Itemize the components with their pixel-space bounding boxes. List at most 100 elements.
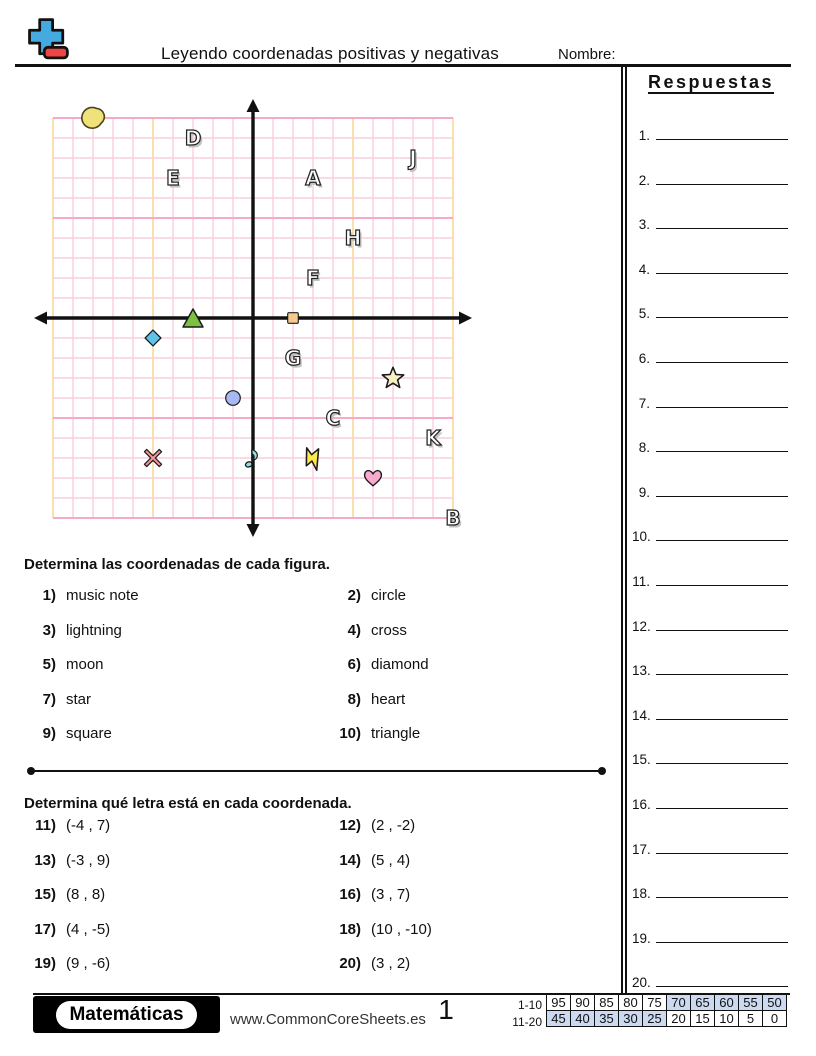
question-label: (4 , -5) xyxy=(66,920,111,938)
question-number: 3) xyxy=(42,621,56,639)
question-number: 6) xyxy=(347,656,361,674)
question-number: 17) xyxy=(34,920,56,938)
score-cell: 65 xyxy=(690,994,715,1011)
figure-question-item: 6) diamond xyxy=(329,656,592,691)
name-label: Nombre: xyxy=(558,46,616,63)
answer-number: 14. xyxy=(632,707,651,723)
score-cell: 30 xyxy=(618,1010,643,1027)
answer-blank-line xyxy=(656,927,788,943)
answer-blank-line xyxy=(656,124,788,140)
section1-list: 1) music note 2) circle 3) lightning 4) cross 5)… xyxy=(24,587,592,760)
answer-row-2: 2. xyxy=(632,169,788,189)
question-label: square xyxy=(66,725,112,743)
grid-axes-svg xyxy=(34,99,472,537)
answer-number: 2. xyxy=(638,172,650,188)
coordinate-question-item: 20) (3 , 2) xyxy=(329,955,592,990)
answer-number: 1. xyxy=(638,128,650,143)
answer-blank-line xyxy=(656,748,788,765)
score-cell: 75 xyxy=(642,994,667,1011)
footer-rule xyxy=(33,993,790,995)
question-number: 1) xyxy=(42,587,56,604)
score-cell: 25 xyxy=(642,1010,667,1027)
answer-blank-line xyxy=(656,481,788,497)
question-label: (5 , 4) xyxy=(371,851,411,869)
answer-row-12: 12. xyxy=(632,615,788,635)
divider-line xyxy=(30,769,603,772)
answer-row-1: 1. xyxy=(632,124,788,144)
x-axis-arrow-left xyxy=(34,311,47,325)
question-label: (2 , -2) xyxy=(371,817,416,834)
answer-number: 16. xyxy=(632,797,651,812)
answer-number: 19. xyxy=(632,930,651,946)
answer-row-8: 8. xyxy=(632,436,788,456)
question-number: 14) xyxy=(339,851,361,869)
score-cell: 85 xyxy=(594,994,619,1011)
answer-number: 3. xyxy=(638,217,650,233)
answer-number: 18. xyxy=(632,886,651,902)
coordinate-question-item: 19) (9 , -6) xyxy=(24,955,329,990)
section2-list: 11) (-4 , 7) 12) (2 , -2) 13) (-3 , 9) 14) (5 ,… xyxy=(24,817,592,990)
answer-row-11: 11. xyxy=(632,570,788,590)
question-label: (3 , 7) xyxy=(371,886,411,904)
answer-blank-line xyxy=(656,525,788,542)
question-label: moon xyxy=(66,656,104,674)
answer-number: 7. xyxy=(638,395,650,411)
score-cell: 80 xyxy=(618,994,643,1011)
question-label: (3 , 2) xyxy=(371,955,411,973)
answer-row-14: 14. xyxy=(632,704,788,724)
question-number: 10) xyxy=(339,725,361,743)
figure-question-item: 4) cross xyxy=(329,622,592,657)
answer-number: 20. xyxy=(632,975,651,991)
question-number: 15) xyxy=(34,886,56,904)
question-number: 7) xyxy=(42,690,56,708)
answer-number: 6. xyxy=(638,351,650,366)
figure-question-item: 9) square xyxy=(24,725,329,760)
answer-number: 9. xyxy=(638,484,650,500)
question-number: 20) xyxy=(339,955,361,973)
question-number: 13) xyxy=(34,851,56,869)
y-axis-arrow-down xyxy=(246,524,260,537)
section1-heading: Determina las coordenadas de cada figura… xyxy=(24,556,330,573)
score-range-label-1: 1-10 xyxy=(517,998,542,1012)
answer-blank-line xyxy=(656,882,788,899)
section-letters: Determina qué letra está en cada coorden… xyxy=(24,795,592,990)
answer-row-15: 15. xyxy=(632,748,788,768)
figure-question-item: 8) heart xyxy=(329,691,592,726)
question-label: (-3 , 9) xyxy=(66,851,111,869)
answer-blank-line xyxy=(656,971,788,988)
coordinate-question-item: 15) (8 , 8) xyxy=(24,886,329,921)
answer-number: 5. xyxy=(638,306,650,322)
question-number: 8) xyxy=(347,690,361,708)
question-label: (10 , -10) xyxy=(371,920,432,938)
figure-question-item: 5) moon xyxy=(24,656,329,691)
answer-row-18: 18. xyxy=(632,882,788,902)
coordinate-question-item: 13) (-3 , 9) xyxy=(24,852,329,887)
answer-row-16: 16. xyxy=(632,793,788,813)
figure-question-item: 7) star xyxy=(24,691,329,726)
answer-number: 8. xyxy=(638,440,650,456)
score-cell: 55 xyxy=(738,994,763,1011)
brand-label: Matemáticas xyxy=(56,1000,197,1029)
figure-question-item: 2) circle xyxy=(329,587,592,622)
question-number: 11) xyxy=(35,817,56,834)
score-cell: 45 xyxy=(546,1010,571,1027)
question-label: music note xyxy=(66,587,139,604)
page-number: 1 xyxy=(438,994,454,1025)
coordinate-question-item: 12) (2 , -2) xyxy=(329,817,592,852)
score-cell: 15 xyxy=(690,1010,715,1027)
answer-row-9: 9. xyxy=(632,481,788,501)
divider-dot-right xyxy=(598,766,606,775)
question-label: (-4 , 7) xyxy=(66,817,111,834)
answer-row-5: 5. xyxy=(632,302,788,322)
question-label: diamond xyxy=(371,656,429,674)
answer-number: 10. xyxy=(632,529,651,545)
section-divider xyxy=(27,766,606,775)
answer-blank-line xyxy=(656,213,788,230)
answer-row-3: 3. xyxy=(632,213,788,233)
coordinate-question-item: 16) (3 , 7) xyxy=(329,886,592,921)
score-row: 45 40 35 30 25 20 15 10 5 0 xyxy=(546,1010,787,1027)
score-cell: 95 xyxy=(546,994,571,1011)
score-cell: 60 xyxy=(714,994,739,1011)
question-label: star xyxy=(66,690,92,708)
